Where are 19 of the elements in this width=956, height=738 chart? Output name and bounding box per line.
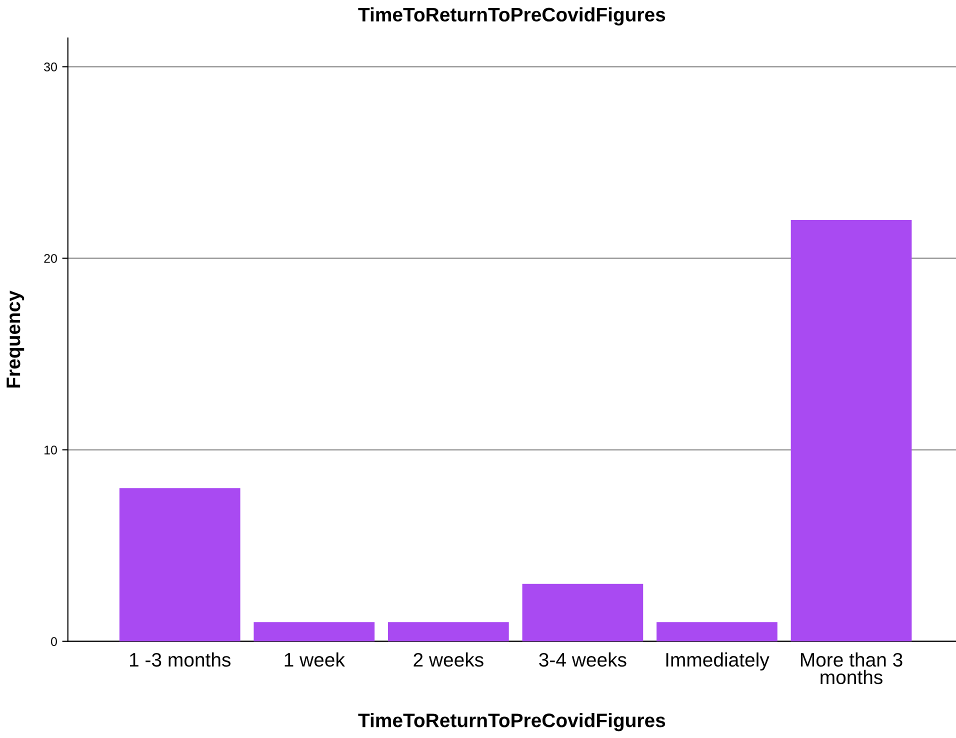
x-tick-label: 1 week bbox=[284, 652, 345, 667]
x-axis-title: TimeToReturnToPreCovidFigures bbox=[358, 712, 666, 732]
bar bbox=[656, 622, 778, 642]
y-tick-label: 30 bbox=[44, 62, 57, 72]
y-tick-label: 0 bbox=[50, 637, 57, 646]
x-tick-label: 2 weeks bbox=[414, 652, 484, 667]
bar bbox=[790, 220, 912, 642]
y-tick-label: 20 bbox=[44, 254, 57, 263]
bar bbox=[254, 622, 375, 642]
y-tick-label: 10 bbox=[44, 446, 57, 454]
x-tick-label: Immediately bbox=[666, 652, 770, 671]
bar bbox=[388, 622, 509, 642]
bar bbox=[119, 488, 240, 642]
x-tick-label: 3-4 weeks bbox=[539, 652, 626, 667]
x-tick-label: More than 3 months bbox=[800, 652, 902, 684]
x-tick-label: 1 -3 months bbox=[130, 652, 231, 667]
bar bbox=[522, 584, 644, 642]
chart-title: TimeToReturnToPreCovidFigures bbox=[358, 7, 666, 26]
y-axis-title: Frequency bbox=[6, 290, 24, 388]
